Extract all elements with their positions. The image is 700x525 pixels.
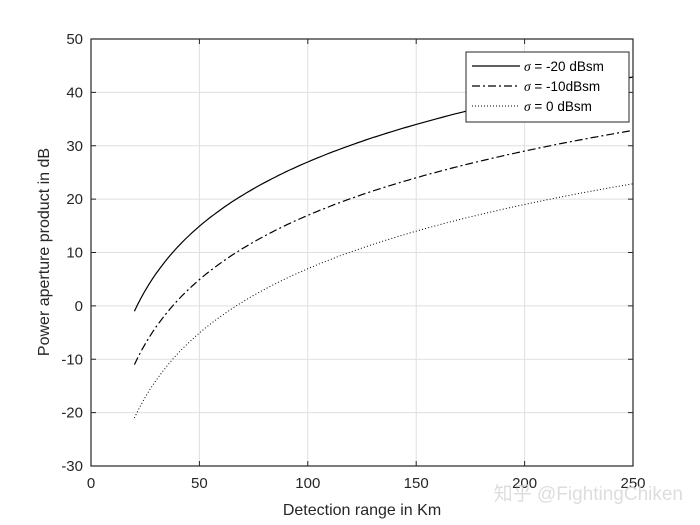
x-tick-label: 50 [191,475,208,492]
legend-label: = -20 dBsm [531,59,604,74]
axis-ticks: 0 50 100 150 200 250 -30 -20 -10 0 10 20 30 40 50 [61,31,645,492]
legend-label: = -10dBsm [531,79,600,94]
sigma-symbol: σ [524,99,532,114]
legend-label: = 0 dBsm [531,99,592,114]
y-tick-label: 0 [75,298,83,315]
svg-text:σ = 0 dBsm: σ = 0 dBsm [524,99,592,114]
x-tick-label: 100 [295,475,320,492]
series-line-dotted [133,183,634,419]
y-tick-label: 20 [66,191,83,208]
y-tick-label: -30 [61,458,83,475]
watermark: 知乎 @FightingChiken [494,483,683,505]
y-tick-label: -10 [61,351,83,368]
y-tick-label: 50 [66,31,83,48]
x-axis-label: Detection range in Km [283,502,441,519]
y-tick-label: 40 [66,84,83,101]
legend-item-solid: σ = -20 dBsm [472,59,604,74]
svg-text:σ = -10dBsm: σ = -10dBsm [524,79,600,94]
x-tick-label: 250 [620,475,645,492]
sigma-symbol: σ [524,59,532,74]
y-axis-label: Power aperture product in dB [36,148,53,356]
series-line-dashdot [133,129,634,365]
x-tick-label: 0 [87,475,95,492]
y-tick-label: 30 [66,138,83,155]
y-tick-label: 10 [66,245,83,262]
svg-text:σ = -20 dBsm: σ = -20 dBsm [524,59,604,74]
y-tick-label: -20 [61,405,83,422]
sigma-symbol: σ [524,79,532,94]
legend-item-dotted: σ = 0 dBsm [472,99,592,114]
x-tick-label: 200 [512,475,537,492]
legend-item-dashdot: σ = -10dBsm [472,79,600,94]
legend-box [465,51,630,123]
x-tick-label: 150 [404,475,429,492]
legend: σ = -20 dBsm σ = -10dBsm σ = 0 dBsm [465,51,630,123]
